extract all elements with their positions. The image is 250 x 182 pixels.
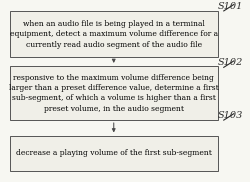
FancyBboxPatch shape	[10, 66, 218, 120]
FancyBboxPatch shape	[10, 136, 218, 171]
Text: when an audio file is being played in a terminal
equipment, detect a maximum vol: when an audio file is being played in a …	[10, 20, 218, 49]
Text: S103: S103	[217, 111, 243, 120]
Text: S101: S101	[217, 2, 243, 11]
Text: S102: S102	[217, 58, 243, 67]
Text: decrease a playing volume of the first sub-segment: decrease a playing volume of the first s…	[16, 149, 212, 157]
FancyBboxPatch shape	[10, 11, 218, 57]
Text: responsive to the maximum volume difference being
larger than a preset differenc: responsive to the maximum volume differe…	[9, 74, 218, 113]
